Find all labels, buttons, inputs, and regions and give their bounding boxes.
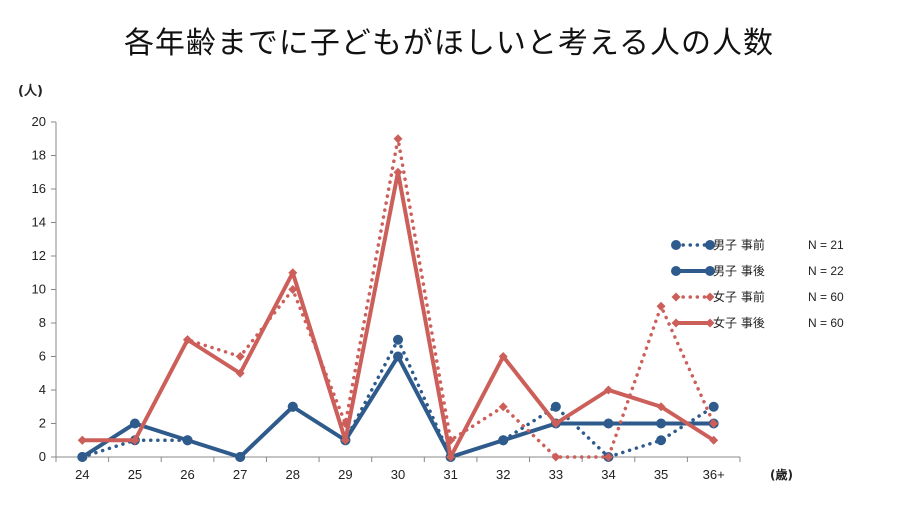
y-tick-label: 20 <box>32 114 46 129</box>
data-point <box>235 452 246 462</box>
legend: 男子 事前 N = 21 男子 事後 N = 22 女子 事前 N = 60 女子 事後 N … <box>671 237 844 330</box>
y-tick-label: 2 <box>39 416 46 431</box>
x-tick-label: 25 <box>128 467 142 482</box>
data-point <box>287 401 298 412</box>
data-point <box>77 435 87 445</box>
data-point <box>709 419 719 428</box>
y-axis-unit: (人) <box>18 84 43 99</box>
data-point <box>603 385 613 395</box>
legend-marker <box>671 318 681 328</box>
data-point <box>550 401 561 412</box>
legend-label: 女子 事後 <box>713 315 765 330</box>
data-point <box>708 401 719 412</box>
data-point <box>656 301 666 311</box>
data-point <box>551 419 561 428</box>
legend-marker <box>705 266 715 276</box>
data-point <box>656 402 666 412</box>
data-point <box>393 134 403 144</box>
chart-title: 各年齢までに子どもがほしいと考える人の人数 <box>123 26 775 61</box>
data-point <box>656 418 667 429</box>
data-point <box>393 167 403 177</box>
data-point <box>498 435 509 446</box>
y-tick-label: 16 <box>32 181 46 196</box>
y-tick-label: 12 <box>32 248 46 263</box>
legend-item-4: 女子 事後 N = 60 <box>671 315 844 330</box>
data-point <box>656 435 667 446</box>
legend-marker <box>671 240 681 250</box>
data-point <box>129 418 140 429</box>
data-point <box>288 285 298 294</box>
data-point <box>182 435 193 446</box>
x-tick-label: 26 <box>180 467 194 482</box>
legend-marker <box>671 266 681 276</box>
x-tick-label: 29 <box>338 467 352 482</box>
data-point <box>498 402 508 412</box>
legend-marker <box>705 292 715 302</box>
legend-item-3: 女子 事前 N = 60 <box>671 289 844 304</box>
x-tick-label: 33 <box>549 467 563 482</box>
x-tick-label: 30 <box>391 467 405 482</box>
data-point <box>288 268 298 278</box>
x-tick-label: 35 <box>654 467 668 482</box>
y-tick-label: 4 <box>39 382 46 397</box>
legend-item-2: 男子 事後 N = 22 <box>671 264 844 278</box>
legend-marker <box>705 240 715 250</box>
y-tick-label: 0 <box>39 449 46 464</box>
data-point <box>498 352 508 361</box>
legend-marker <box>705 318 715 328</box>
data-point <box>235 352 245 361</box>
legend-item-1: 男子 事前 N = 21 <box>671 237 844 252</box>
legend-label: 男子 事前 <box>713 237 765 252</box>
data-point <box>603 418 614 429</box>
y-tick-label: 14 <box>32 215 46 230</box>
legend-sample-size: N = 21 <box>808 238 844 252</box>
series-line <box>80 170 716 459</box>
x-axis-unit: (歳) <box>770 468 793 482</box>
x-tick-label: 36+ <box>703 467 725 482</box>
data-point <box>340 435 350 445</box>
x-tick-label: 31 <box>443 467 457 482</box>
legend-sample-size: N = 60 <box>808 290 844 304</box>
legend-label: 女子 事前 <box>713 289 765 304</box>
series-4 <box>77 167 719 462</box>
series-line <box>80 354 716 459</box>
y-tick-label: 10 <box>32 282 46 297</box>
data-point <box>235 368 245 378</box>
series-layer <box>77 134 719 462</box>
legend-label: 男子 事後 <box>713 264 765 278</box>
data-point <box>77 452 88 462</box>
data-point <box>603 452 613 462</box>
series-3 <box>77 134 719 462</box>
legend-sample-size: N = 60 <box>808 316 844 330</box>
legend-marker <box>671 292 681 302</box>
x-tick-label: 27 <box>233 467 247 482</box>
x-tick-label: 28 <box>286 467 300 482</box>
y-tick-label: 6 <box>39 349 46 364</box>
x-tick-label: 24 <box>75 467 89 482</box>
y-tick-label: 18 <box>32 148 46 163</box>
series-line <box>80 137 716 459</box>
data-point <box>130 435 140 445</box>
data-point <box>393 351 403 362</box>
legend-sample-size: N = 22 <box>808 264 844 278</box>
data-point <box>183 335 193 345</box>
y-tick-label: 8 <box>39 315 46 330</box>
x-tick-label: 34 <box>601 467 615 482</box>
data-point <box>709 435 719 445</box>
data-point <box>446 452 456 462</box>
data-point <box>551 452 561 462</box>
data-point <box>393 334 403 345</box>
x-tick-label: 32 <box>496 467 510 482</box>
